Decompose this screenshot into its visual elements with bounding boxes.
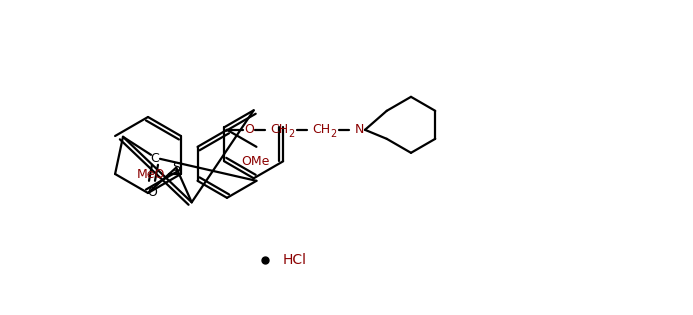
Text: O: O [147, 186, 157, 199]
Text: O: O [244, 123, 254, 136]
Text: 2: 2 [288, 129, 294, 139]
Text: CH: CH [312, 123, 330, 136]
Text: N: N [354, 123, 364, 136]
Text: C: C [150, 152, 159, 165]
Text: OMe: OMe [241, 155, 270, 168]
Text: HCl: HCl [283, 253, 307, 267]
Text: 2: 2 [330, 129, 336, 139]
Text: S: S [173, 161, 180, 174]
Text: MeO: MeO [137, 168, 165, 180]
Text: CH: CH [270, 123, 288, 136]
